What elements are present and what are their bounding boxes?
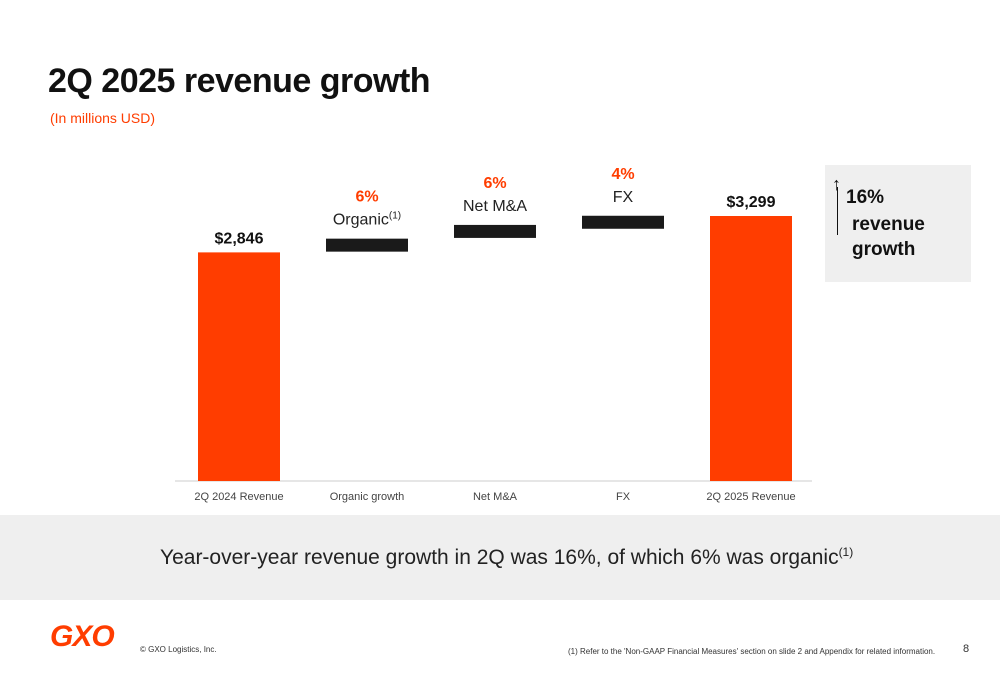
pct-label-2: 6% [483,175,506,192]
waterfall-chart: $2,846 Organic(1) 6% Net M&A 6% FX 4% $3,299 2Q … [175,166,812,503]
name-label-1: Organic(1) [333,211,401,229]
x-tick-label-4: 2Q 2025 Revenue [706,491,795,503]
summary-footnote-ref: (1) [838,545,854,559]
footnote-text: (1) Refer to the 'Non-GAAP Financial Mea… [568,647,936,656]
bar-0 [198,252,280,481]
callout-text: revenue growth [852,214,925,260]
value-label-4: $3,299 [727,194,776,211]
summary-text: Year-over-year revenue growth in 2Q was … [160,546,839,569]
delta-bar-2 [454,224,536,238]
delta-bar-3 [582,215,664,229]
page-number: 8 [963,643,970,655]
page-subtitle: (In millions USD) [50,110,156,126]
name-label-2: Net M&A [463,198,527,215]
summary-message: Year-over-year revenue growth in 2Q was … [160,545,853,570]
gxo-logo: GXO [50,620,115,653]
up-arrow-icon: ↑ [832,174,841,194]
summary-band: Year-over-year revenue growth in 2Q was … [0,515,1000,600]
name-label-sup-1: (1) [389,211,401,222]
name-label-3: FX [613,189,634,206]
x-tick-label-3: FX [616,491,631,503]
callout-percent: 16% [846,187,885,208]
value-label-0: $2,846 [215,230,264,247]
copyright-text: © GXO Logistics, Inc. [140,645,217,654]
arrow-line [837,187,838,235]
growth-callout: ↑ 16% revenue growth [825,165,971,282]
delta-bar-1 [326,238,408,252]
x-tick-label-1: Organic growth [330,491,405,503]
page-title: 2Q 2025 revenue growth [48,62,431,100]
pct-label-3: 4% [611,166,634,183]
x-tick-label-2: Net M&A [473,491,518,503]
pct-label-1: 6% [355,189,378,206]
bar-4 [710,216,792,481]
x-tick-label-0: 2Q 2024 Revenue [194,491,283,503]
